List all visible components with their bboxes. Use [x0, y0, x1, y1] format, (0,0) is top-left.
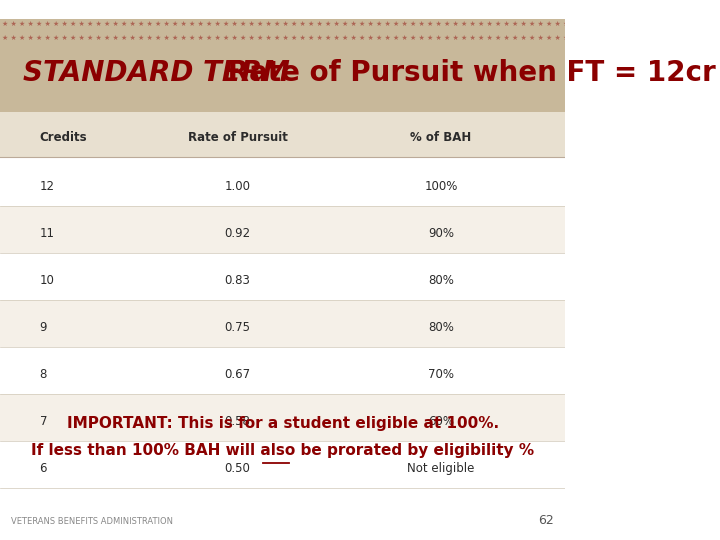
Text: Rate of Pursuit: Rate of Pursuit: [187, 131, 287, 144]
Text: 11: 11: [40, 227, 55, 240]
Text: IMPORTANT: This is for a student eligible at 100%.: IMPORTANT: This is for a student eligibl…: [67, 416, 499, 431]
FancyBboxPatch shape: [0, 347, 565, 394]
FancyBboxPatch shape: [0, 19, 565, 130]
Text: VETERANS BENEFITS ADMINISTRATION: VETERANS BENEFITS ADMINISTRATION: [12, 517, 174, 526]
Text: 80%: 80%: [428, 321, 454, 334]
Text: 80%: 80%: [428, 274, 454, 287]
Text: If less than 100% BAH will also be prorated by eligibility %: If less than 100% BAH will also be prora…: [31, 443, 534, 458]
Text: Not eligible: Not eligible: [408, 462, 474, 475]
Text: 9: 9: [40, 321, 47, 334]
Text: STANDARD TERM: STANDARD TERM: [22, 59, 289, 87]
Text: 70%: 70%: [428, 368, 454, 381]
FancyBboxPatch shape: [0, 253, 565, 300]
Text: 8: 8: [40, 368, 47, 381]
Text: 0.50: 0.50: [225, 462, 251, 475]
FancyBboxPatch shape: [0, 159, 565, 206]
Text: ★ ★ ★ ★ ★ ★ ★ ★ ★ ★ ★ ★ ★ ★ ★ ★ ★ ★ ★ ★ ★ ★ ★ ★ ★ ★ ★ ★ ★ ★ ★ ★ ★ ★ ★ ★ ★ ★ ★ ★ : ★ ★ ★ ★ ★ ★ ★ ★ ★ ★ ★ ★ ★ ★ ★ ★ ★ ★ ★ ★ …: [0, 35, 580, 41]
Text: 7: 7: [40, 415, 47, 428]
Text: 62: 62: [539, 514, 554, 526]
Text: 0.75: 0.75: [225, 321, 251, 334]
FancyBboxPatch shape: [0, 112, 565, 157]
Text: 0.67: 0.67: [225, 368, 251, 381]
Text: 6: 6: [40, 462, 47, 475]
Text: 10: 10: [40, 274, 55, 287]
FancyBboxPatch shape: [0, 394, 565, 441]
Text: 0.83: 0.83: [225, 274, 251, 287]
Text: 1.00: 1.00: [225, 180, 251, 193]
FancyBboxPatch shape: [0, 300, 565, 347]
FancyBboxPatch shape: [0, 206, 565, 253]
Text: Credits: Credits: [40, 131, 87, 144]
Text: Rate of Pursuit when FT = 12cr: Rate of Pursuit when FT = 12cr: [217, 59, 716, 87]
FancyBboxPatch shape: [0, 441, 565, 488]
Text: % of BAH: % of BAH: [410, 131, 472, 144]
Text: 90%: 90%: [428, 227, 454, 240]
Text: 100%: 100%: [424, 180, 458, 193]
Text: 60%: 60%: [428, 415, 454, 428]
Text: ★ ★ ★ ★ ★ ★ ★ ★ ★ ★ ★ ★ ★ ★ ★ ★ ★ ★ ★ ★ ★ ★ ★ ★ ★ ★ ★ ★ ★ ★ ★ ★ ★ ★ ★ ★ ★ ★ ★ ★ : ★ ★ ★ ★ ★ ★ ★ ★ ★ ★ ★ ★ ★ ★ ★ ★ ★ ★ ★ ★ …: [0, 21, 580, 28]
Text: 12: 12: [40, 180, 55, 193]
Text: 0.92: 0.92: [225, 227, 251, 240]
Text: 0.58: 0.58: [225, 415, 251, 428]
